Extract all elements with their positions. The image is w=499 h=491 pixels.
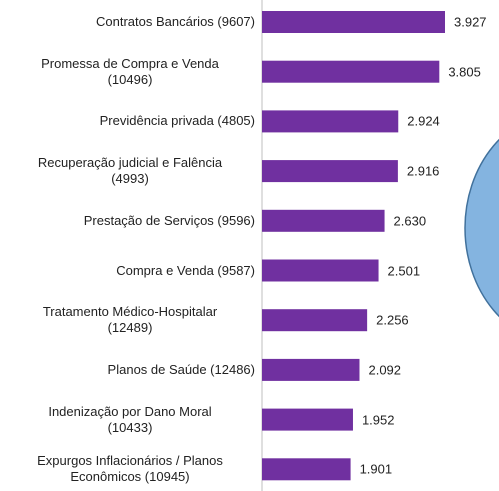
category-label: Recuperação judicial e Falência (4993) [37, 155, 223, 187]
value-label: 1.901 [359, 461, 393, 477]
bar [262, 160, 398, 183]
category-label: Previdência privada (4805) [99, 113, 255, 129]
category-label: Indenização por Dano Moral (10433) [48, 403, 212, 435]
value-label: 2.501 [387, 263, 421, 278]
bar [262, 11, 445, 33]
bar [262, 110, 399, 133]
category-label: Promessa de Compra e Venda (10496) [41, 55, 219, 87]
bar [262, 408, 353, 431]
value-label: 3.805 [448, 64, 481, 80]
value-label: 1.952 [361, 412, 395, 428]
category-label: Expurgos Inflacionários / Planos Econômi… [37, 453, 223, 485]
category-label: Tratamento Médico-Hospitalar (12489) [42, 304, 218, 336]
bar [262, 358, 360, 381]
category-label: Planos de Saúde (12486) [107, 361, 255, 377]
category-label: Prestação de Serviços (9596) [83, 212, 255, 228]
bar [262, 309, 368, 332]
value-label: 2.256 [376, 312, 409, 328]
category-label: Compra e Venda (9587) [116, 262, 255, 278]
value-label: 2.630 [393, 213, 427, 229]
value-label: 3.927 [454, 14, 487, 30]
category-label: Contratos Bancários (9607) [96, 14, 255, 29]
bar [262, 209, 385, 232]
bar [262, 259, 379, 282]
bar [262, 60, 440, 83]
decor-circle [464, 138, 499, 318]
value-label: 2.924 [407, 113, 440, 129]
bar [262, 458, 351, 481]
value-label: 2.916 [406, 163, 440, 179]
value-label: 2.092 [368, 362, 402, 378]
